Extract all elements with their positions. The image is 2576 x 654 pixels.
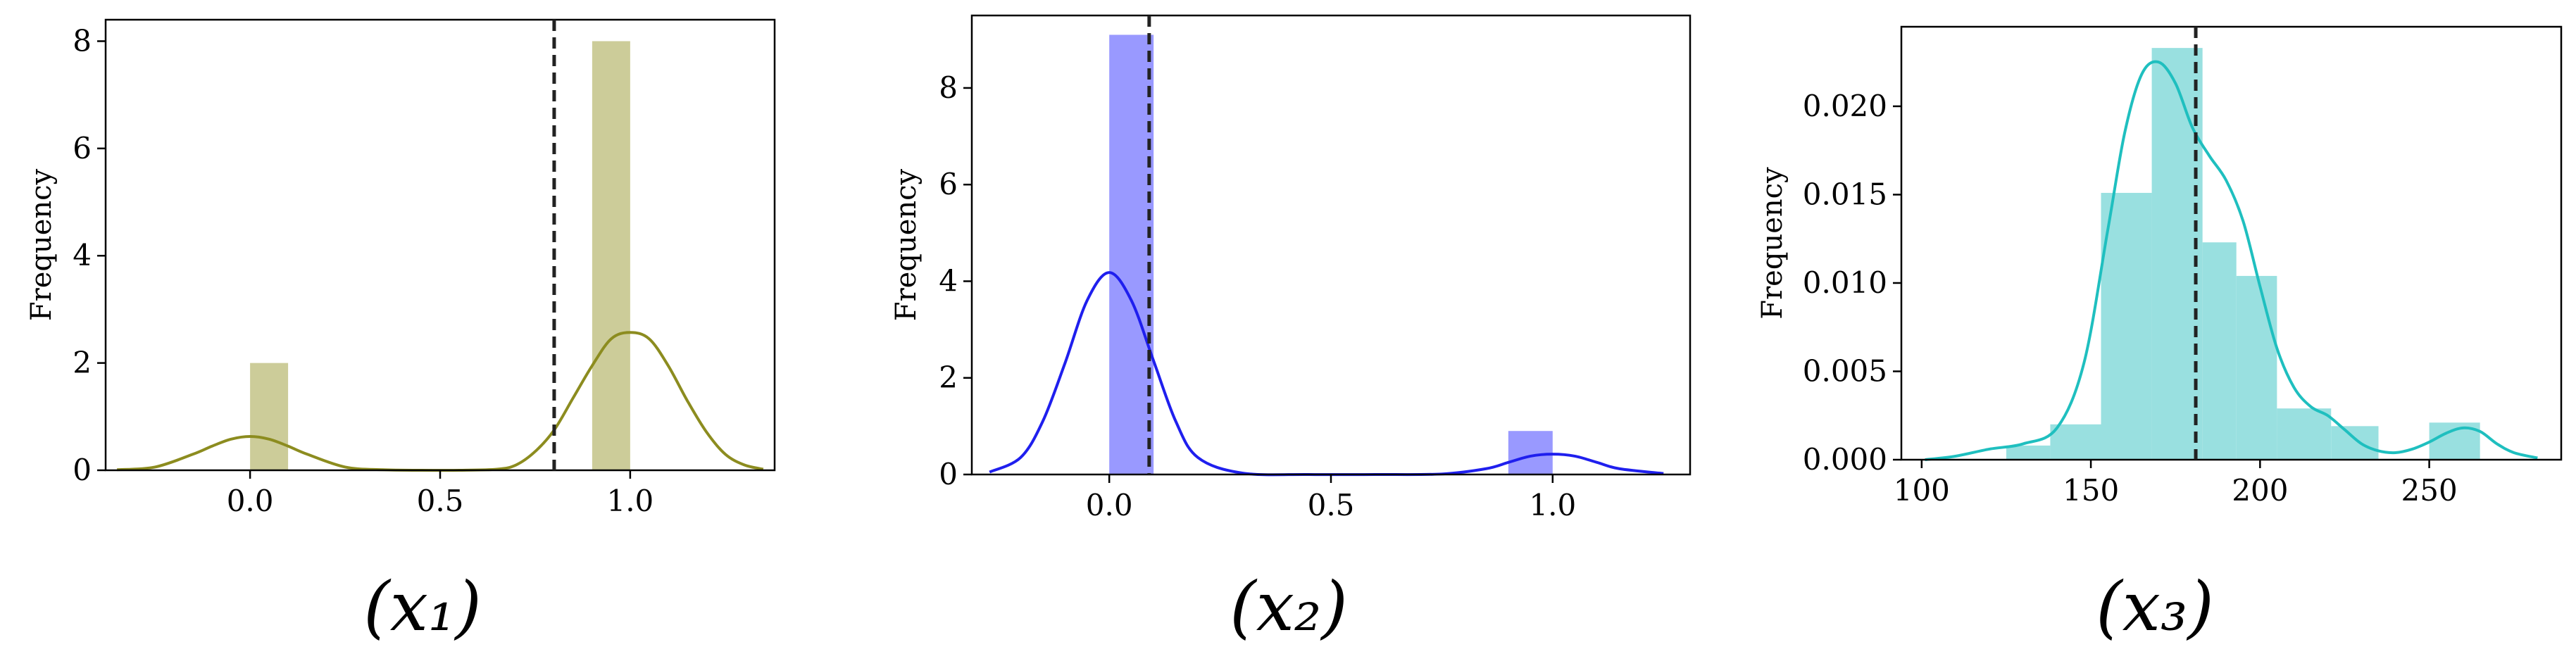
- plot-frame: [970, 14, 1692, 476]
- kde-curve: [989, 271, 1664, 477]
- y-axis-label: Frequency: [1756, 167, 1789, 320]
- histogram-bar: [2277, 408, 2332, 460]
- x-tick-label: 200: [2232, 473, 2288, 508]
- y-tick-label: 2: [73, 346, 92, 380]
- kde-curve: [117, 331, 764, 472]
- chart-panel-x2: 0.0 0.5 1.0 0 2 4 6 8 Frequency (x₂): [890, 14, 1692, 646]
- y-tick-label: 0.020: [1803, 89, 1887, 123]
- histogram-bar: [250, 363, 289, 470]
- x-tick-label: 1.0: [1529, 488, 1576, 522]
- x-tick-label: 1.0: [606, 484, 654, 518]
- histogram-bar: [1109, 34, 1154, 474]
- y-tick-label: 0: [73, 453, 92, 487]
- histogram-bar: [2006, 445, 2051, 460]
- y-tick-label: 0.005: [1803, 353, 1887, 388]
- x-tick-label: 100: [1894, 473, 1950, 508]
- kde-curve: [1925, 60, 2538, 461]
- y-tick-label: 6: [939, 167, 958, 201]
- y-tick-label: 6: [73, 131, 92, 165]
- x-tick-label: 0.0: [1086, 488, 1133, 522]
- histogram-bar: [2236, 275, 2277, 460]
- chart-panel-x3: 100 150 200 250 0.000 0.005 0.010 0.015 0.020 F…: [1756, 25, 2563, 646]
- histogram-bar: [2202, 242, 2237, 460]
- y-axis-label: Frequency: [890, 168, 923, 321]
- histogram-bar: [1508, 431, 1553, 474]
- panel-label: (x₃): [2096, 567, 2214, 646]
- y-tick-label: 4: [939, 263, 958, 298]
- y-tick-label: 4: [73, 238, 92, 272]
- y-tick-label: 8: [939, 70, 958, 105]
- histogram-bar: [592, 41, 630, 470]
- y-tick-label: 2: [939, 360, 958, 395]
- x-tick-label: 0.0: [227, 484, 274, 518]
- plot-frame: [1900, 25, 2563, 461]
- y-tick-label: 8: [73, 23, 92, 58]
- y-tick-label: 0.010: [1803, 265, 1887, 300]
- histogram-bar: [2331, 426, 2379, 460]
- panel-label: (x₂): [1230, 567, 1348, 646]
- x-tick-label: 0.5: [1308, 488, 1355, 522]
- y-tick-label: 0: [939, 457, 958, 491]
- y-tick-label: 0.015: [1803, 177, 1887, 211]
- x-tick-label: 150: [2063, 473, 2119, 508]
- histogram-bar: [2101, 192, 2152, 460]
- plot-frame: [104, 18, 776, 472]
- chart-panel-x1: 0.0 0.5 1.0 0 2 4 6 8 Frequency (x₁): [25, 18, 776, 646]
- panel-label: (x₁): [363, 567, 482, 646]
- histogram-bar: [2050, 424, 2101, 460]
- y-tick-label: 0.000: [1803, 442, 1887, 477]
- x-tick-label: 0.5: [417, 484, 464, 518]
- y-axis-label: Frequency: [25, 168, 58, 321]
- x-tick-label: 250: [2401, 473, 2458, 508]
